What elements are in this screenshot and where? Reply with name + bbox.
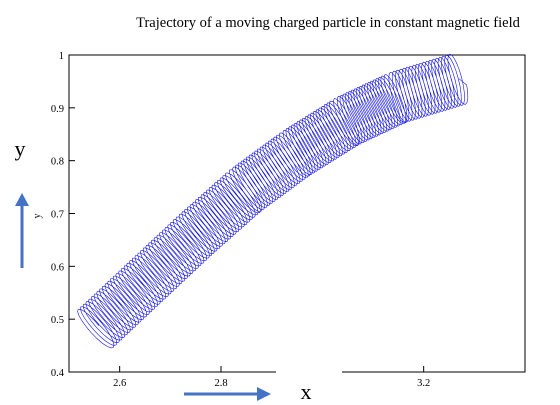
trajectory-series bbox=[77, 53, 469, 349]
y-tick-label: 0.8 bbox=[51, 157, 64, 168]
y-direction-arrow bbox=[15, 193, 29, 268]
x-axis-ticks: 2.6 2.8 3.2 bbox=[113, 366, 430, 389]
y-tick-label: 0.7 bbox=[51, 210, 64, 221]
plot-area: 2.6 2.8 3.2 0.4 0.5 0.6 0.7 0.8 0.9 1 bbox=[51, 51, 526, 389]
trajectory-line bbox=[77, 53, 469, 349]
x-tick-label: 2.8 bbox=[214, 378, 227, 389]
y-tick-label: 0.9 bbox=[51, 104, 64, 115]
y-axis-ticks: 0.4 0.5 0.6 0.7 0.8 0.9 1 bbox=[51, 51, 75, 379]
y-axis-label: y bbox=[15, 136, 26, 161]
x-tick-label: 3.2 bbox=[417, 378, 430, 389]
x-direction-arrow bbox=[184, 387, 271, 401]
y-tick-label: 0.6 bbox=[51, 262, 64, 273]
y-tick-label: 0.5 bbox=[51, 315, 64, 326]
x-axis-label: x bbox=[301, 379, 312, 404]
chart-title: Trajectory of a moving charged particle … bbox=[136, 15, 520, 31]
y-tick-label: 0.4 bbox=[51, 368, 65, 379]
x-tick-label: 2.6 bbox=[113, 378, 126, 389]
y-axis-label-small: y bbox=[32, 214, 43, 219]
x-axis-occluder bbox=[276, 362, 342, 402]
y-tick-label: 1 bbox=[59, 51, 64, 62]
